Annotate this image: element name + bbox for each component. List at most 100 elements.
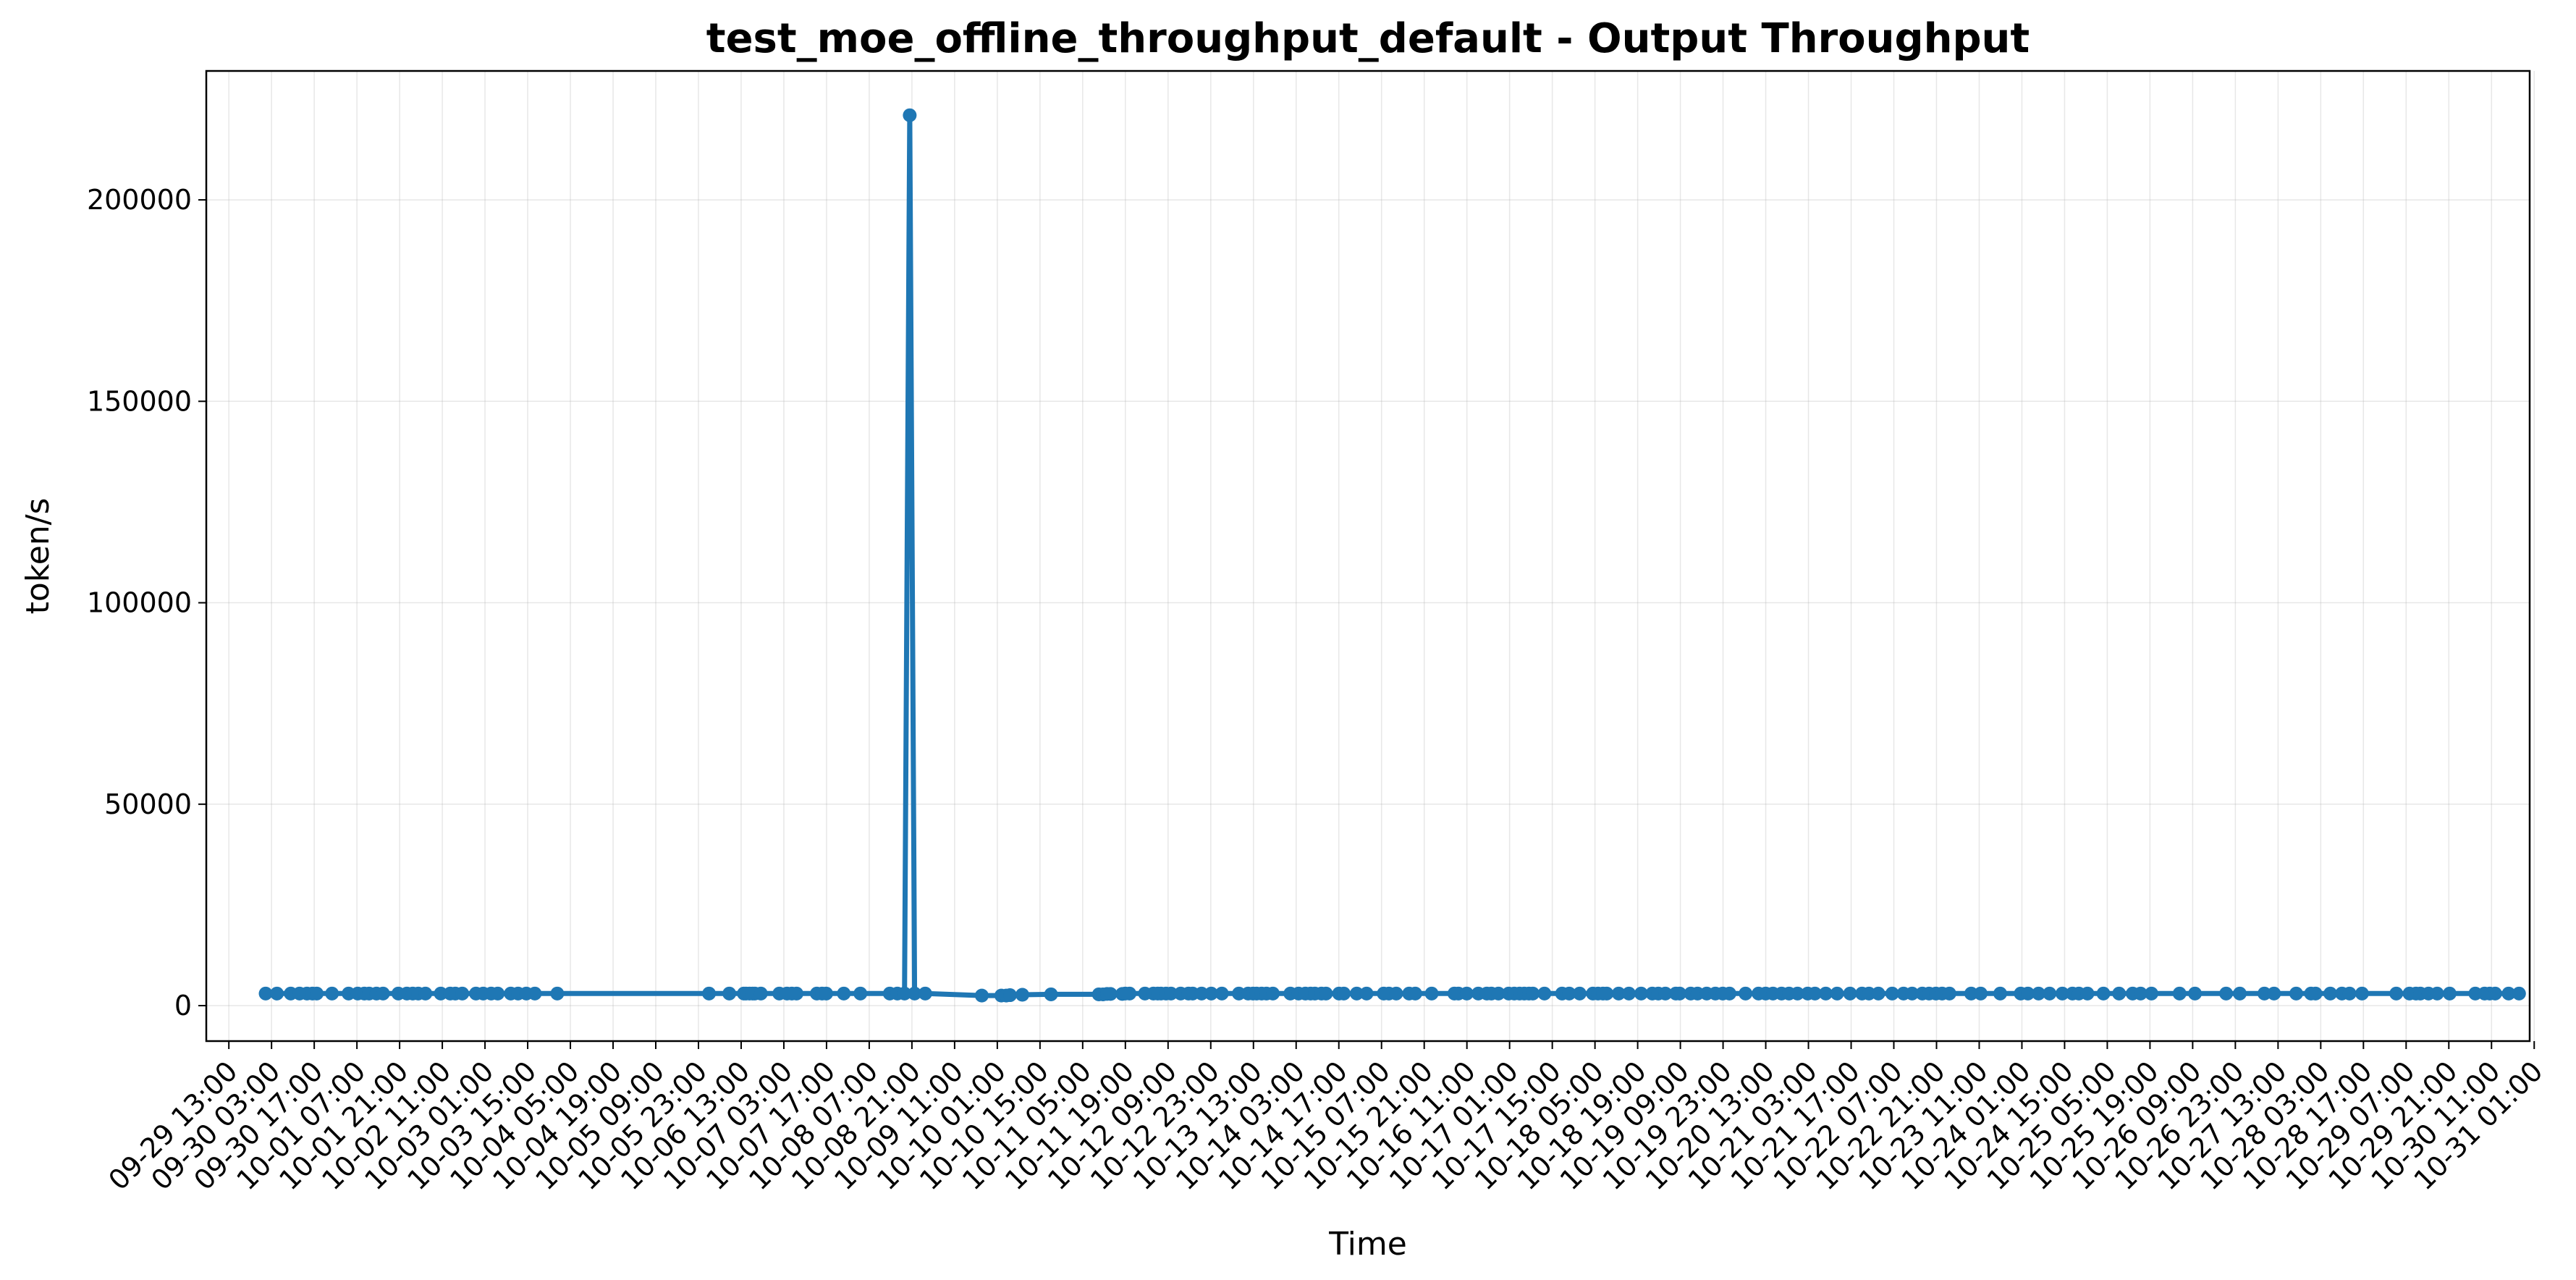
data-point (2289, 986, 2303, 1001)
data-point (1818, 986, 1833, 1001)
data-point (434, 986, 448, 1001)
data-point (2080, 986, 2095, 1001)
data-point (2267, 986, 2281, 1001)
data-point (837, 986, 851, 1001)
data-point (1843, 986, 1857, 1001)
data-point (325, 986, 339, 1001)
data-point (270, 986, 284, 1001)
data-point (2219, 986, 2234, 1001)
data-point (918, 986, 932, 1001)
data-point (702, 986, 717, 1001)
data-point (1204, 986, 1218, 1001)
data-point (1319, 986, 1333, 1001)
data-point (1459, 986, 1474, 1001)
data-point (1389, 986, 1403, 1001)
data-point (2501, 986, 2516, 1001)
data-point (2232, 986, 2247, 1001)
data-point (1349, 986, 1364, 1001)
data-point (1424, 986, 1439, 1001)
y-tick-label: 50000 (104, 788, 192, 820)
data-point (418, 986, 433, 1001)
data-point (2257, 986, 2271, 1001)
data-point (1600, 986, 1614, 1001)
y-tick-label: 200000 (87, 184, 192, 216)
data-point (2488, 986, 2502, 1001)
data-point (898, 986, 912, 1001)
data-point (1537, 986, 1552, 1001)
data-point (1562, 986, 1576, 1001)
data-point (258, 986, 273, 1001)
data-point (2308, 986, 2323, 1001)
data-point (1526, 986, 1540, 1001)
data-point (1658, 986, 1673, 1001)
data-point (2442, 986, 2457, 1001)
data-point (1673, 986, 1687, 1001)
data-point (376, 986, 390, 1001)
data-point (1862, 986, 1876, 1001)
data-point (1103, 987, 1118, 1001)
data-point (2355, 986, 2369, 1001)
data-point (1266, 986, 1280, 1001)
data-point (1337, 986, 1351, 1001)
data-point (1722, 986, 1736, 1001)
data-point (1942, 986, 1956, 1001)
data-point (2389, 986, 2404, 1001)
data-point (2112, 986, 2127, 1001)
data-point (1359, 986, 1374, 1001)
data-point (2172, 986, 2187, 1001)
data-point (1634, 986, 1648, 1001)
data-point (310, 986, 324, 1001)
data-point (1808, 986, 1823, 1001)
data-point (2512, 986, 2526, 1001)
data-point (1993, 986, 2007, 1001)
data-point (1572, 986, 1587, 1001)
data-point (722, 986, 737, 1001)
data-point (2342, 986, 2357, 1001)
data-point (2021, 986, 2035, 1001)
data-point (1408, 986, 1422, 1001)
data-point (819, 986, 834, 1001)
data-point (1885, 986, 1899, 1001)
data-point (1622, 986, 1637, 1001)
data-point (1164, 986, 1178, 1001)
data-point (1830, 986, 1844, 1001)
data-point (2133, 986, 2148, 1001)
y-tick-label: 100000 (87, 587, 192, 619)
data-point (1044, 987, 1058, 1001)
data-point (903, 108, 917, 122)
data-point (1871, 986, 1885, 1001)
data-point (1790, 986, 1804, 1001)
data-point (790, 986, 804, 1001)
data-point (2430, 986, 2444, 1001)
data-point (2055, 986, 2069, 1001)
data-point (1123, 986, 1137, 1001)
data-point (974, 988, 989, 1003)
data-point (1215, 986, 1229, 1001)
data-point (528, 986, 542, 1001)
data-point (2043, 986, 2057, 1001)
grid-lines (206, 71, 2535, 1041)
x-axis-label: Time (1328, 1226, 1407, 1263)
series-point-layer (258, 108, 2526, 1003)
y-tick-label: 150000 (87, 385, 192, 417)
chart-title: test_moe_offline_throughput_default - Ou… (706, 15, 2030, 62)
plot-area-frame (205, 70, 2531, 1043)
y-tick-label: 0 (174, 990, 192, 1022)
data-point (2144, 986, 2158, 1001)
data-point (1611, 986, 1626, 1001)
data-point (455, 986, 470, 1001)
data-point (1739, 986, 1753, 1001)
data-point (1964, 986, 1978, 1001)
data-point (1974, 986, 1988, 1001)
data-point (853, 986, 868, 1001)
data-point (1194, 986, 1209, 1001)
data-point (550, 986, 565, 1001)
data-point (2031, 986, 2045, 1001)
data-point (1905, 986, 1920, 1001)
data-point (491, 986, 505, 1001)
data-point (2323, 986, 2338, 1001)
y-axis-label: token/s (20, 498, 56, 615)
